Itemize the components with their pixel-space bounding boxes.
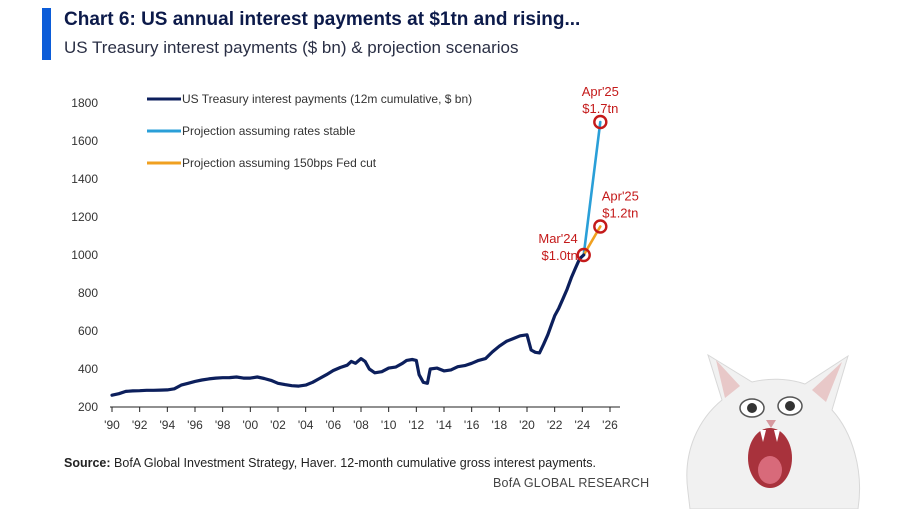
annotation-layer: Mar'24 $1.0tn Apr'25 $1.7tn Apr'25 $1.2tn (538, 84, 639, 263)
annotation-value: $1.0tn (542, 248, 578, 263)
y-tick-label: 1600 (71, 134, 98, 148)
y-tick-label: 1800 (71, 96, 98, 110)
y-tick-label: 1400 (71, 172, 98, 186)
x-tick-label: '20 (519, 418, 535, 432)
y-tick-label: 1000 (71, 248, 98, 262)
x-tick-label: '12 (409, 418, 425, 432)
legend-label: US Treasury interest payments (12m cumul… (182, 92, 472, 106)
x-tick-label: '98 (215, 418, 231, 432)
source-note: Source: BofA Global Investment Strategy,… (64, 456, 596, 470)
cat-screaming-icon (686, 353, 861, 509)
brand-label: BofA GLOBAL RESEARCH (493, 476, 650, 490)
x-axis-ticks: '90 '92 '94 '96 '98 '00 '02 '04 '06 '08 '10 '12 '14 '… (104, 407, 618, 432)
source-label: Source: (64, 456, 111, 470)
x-tick-label: '26 (602, 418, 618, 432)
title-accent-bar (42, 8, 51, 60)
x-tick-label: '92 (132, 418, 148, 432)
x-tick-label: '16 (464, 418, 480, 432)
chart-subtitle: US Treasury interest payments ($ bn) & p… (64, 38, 519, 57)
x-tick-label: '06 (326, 418, 342, 432)
series-line-historical (110, 253, 586, 397)
chart-title: Chart 6: US annual interest payments at … (64, 9, 581, 30)
legend-label: Projection assuming 150bps Fed cut (182, 156, 377, 170)
x-tick-label: '14 (436, 418, 452, 432)
x-tick-label: '10 (381, 418, 397, 432)
x-tick-label: '18 (492, 418, 508, 432)
x-tick-label: '24 (575, 418, 591, 432)
y-tick-label: 800 (78, 286, 98, 300)
x-tick-label: '02 (270, 418, 286, 432)
y-tick-label: 400 (78, 362, 98, 376)
annotation-date: Mar'24 (538, 231, 577, 246)
x-tick-label: '00 (243, 418, 259, 432)
series-line-rates-stable (582, 120, 602, 257)
annotation-date: Apr'25 (582, 84, 619, 99)
x-tick-label: '94 (160, 418, 176, 432)
annotation-marker (593, 219, 608, 234)
annotation-marker (576, 247, 591, 263)
x-tick-label: '90 (104, 418, 120, 432)
x-tick-label: '22 (547, 418, 563, 432)
x-tick-label: '96 (187, 418, 203, 432)
legend-label: Projection assuming rates stable (182, 124, 356, 138)
annotation-value: $1.2tn (602, 206, 638, 221)
y-tick-label: 1200 (71, 210, 98, 224)
x-tick-label: '04 (298, 418, 314, 432)
annotation-marker (593, 114, 608, 130)
y-axis-ticks: 200 400 600 800 1000 1200 1400 1600 1800 (71, 96, 98, 414)
y-tick-label: 200 (78, 400, 98, 414)
annotation-value: $1.7tn (582, 101, 618, 116)
x-tick-label: '08 (353, 418, 369, 432)
source-text: BofA Global Investment Strategy, Haver. … (114, 456, 596, 470)
y-tick-label: 600 (78, 324, 98, 338)
annotation-date: Apr'25 (602, 189, 639, 204)
legend: US Treasury interest payments (12m cumul… (147, 92, 472, 170)
